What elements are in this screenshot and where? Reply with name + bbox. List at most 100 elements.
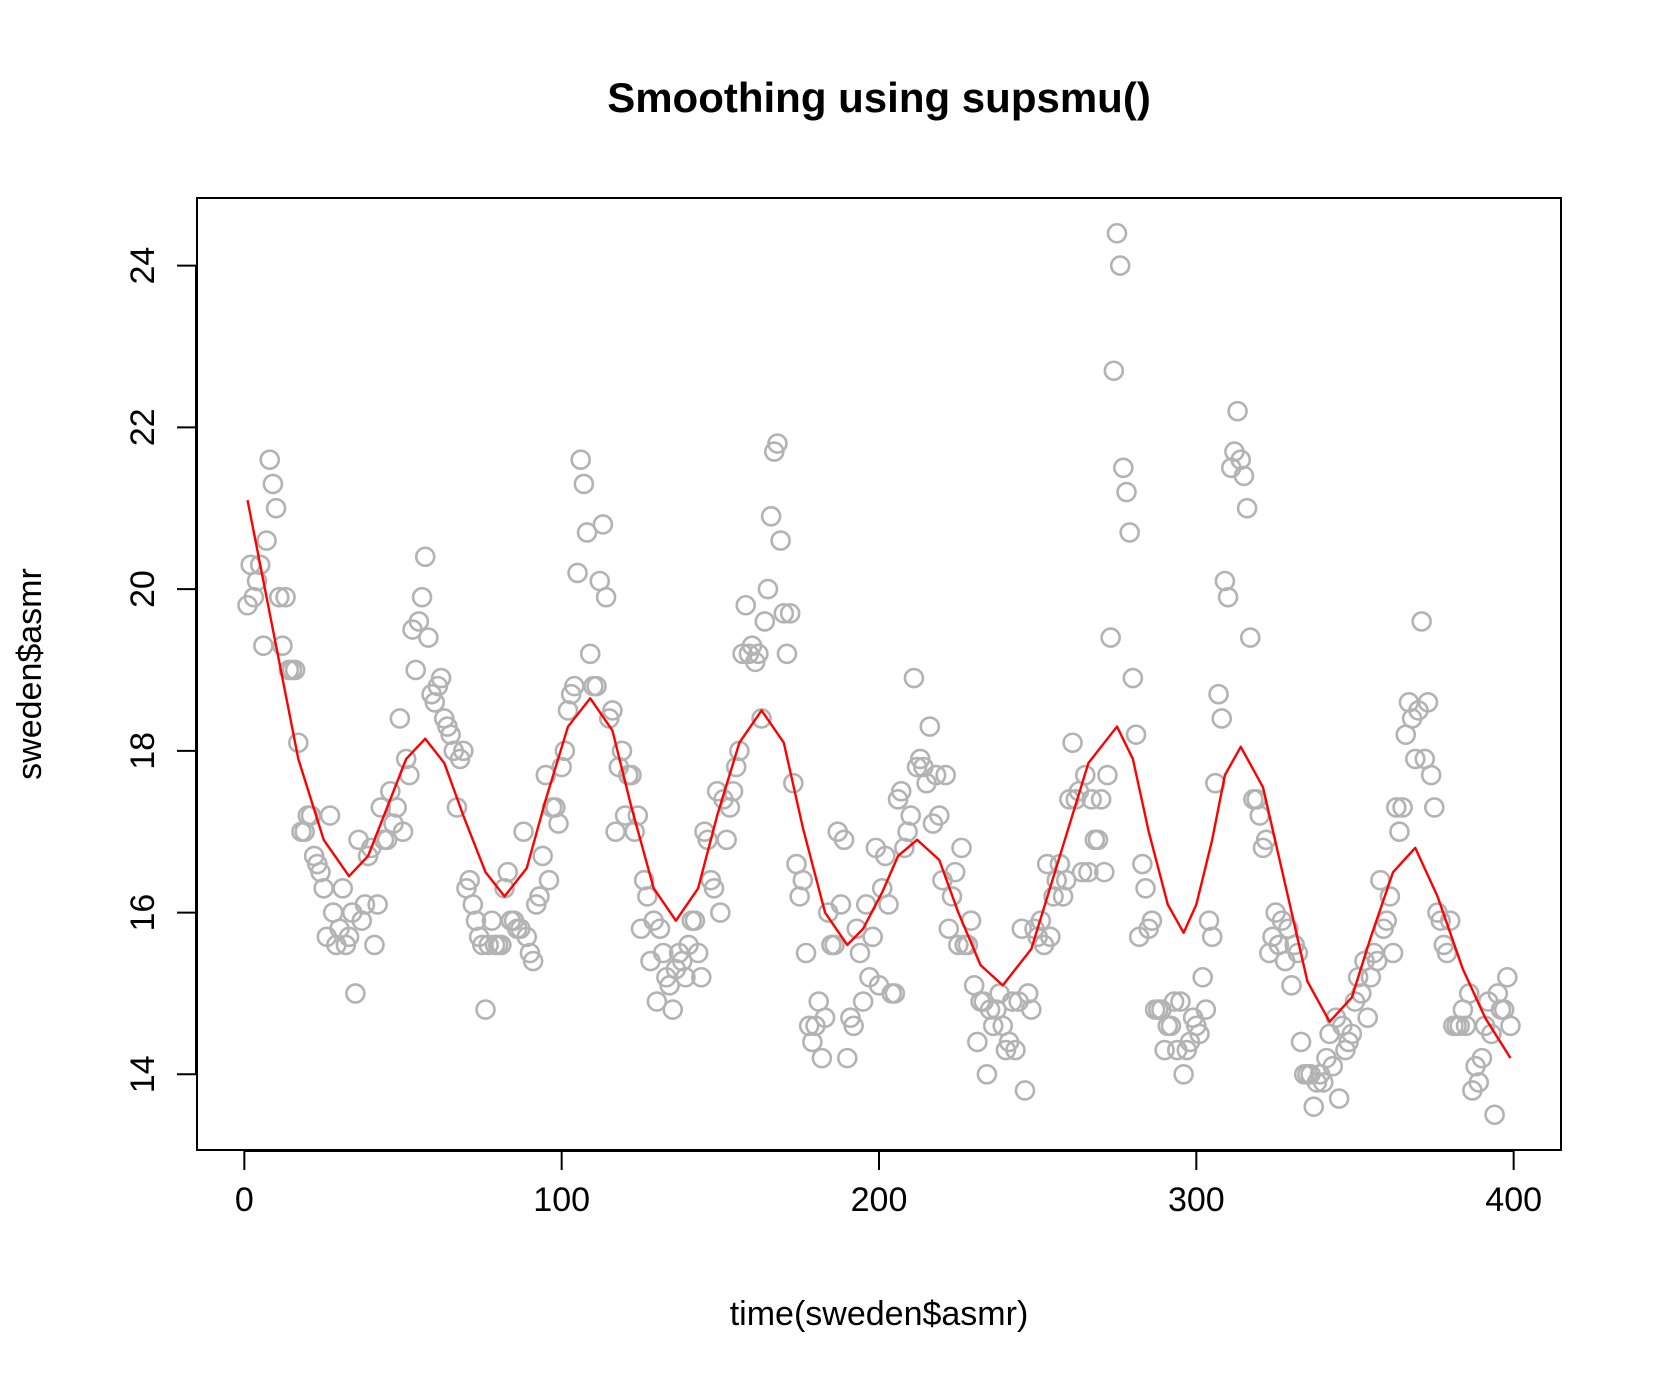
y-tick-label: 18 [124, 732, 162, 770]
data-point [849, 942, 871, 964]
data-point [414, 546, 436, 568]
data-point [570, 449, 592, 470]
data-point [418, 627, 439, 648]
data-point [478, 934, 499, 956]
data-point [1500, 1015, 1521, 1037]
data-point [776, 643, 798, 665]
y-tick-label: 22 [124, 408, 162, 446]
data-point [938, 918, 960, 940]
data-point [779, 603, 801, 624]
data-point [773, 603, 795, 624]
data-point [716, 829, 737, 851]
data-point [497, 861, 519, 883]
y-axis-label: sweden$asmr [11, 568, 49, 780]
data-point [941, 886, 963, 907]
data-point [576, 522, 598, 543]
x-tick-label: 100 [533, 1181, 590, 1219]
data-point [1389, 821, 1410, 842]
data-point [1087, 829, 1109, 851]
data-point [364, 934, 385, 956]
data-point [1081, 789, 1102, 810]
data-point [1497, 966, 1518, 988]
data-point [1163, 991, 1185, 1012]
data-point [370, 797, 392, 818]
x-tick-label: 300 [1168, 1181, 1225, 1219]
data-point [1154, 1039, 1175, 1061]
data-point [900, 805, 922, 826]
data-point [1040, 926, 1061, 948]
data-point [884, 983, 906, 1004]
data-point [935, 764, 956, 786]
data-point [627, 805, 649, 826]
data-point [1312, 1072, 1334, 1093]
data-point [287, 732, 309, 754]
data-point [1135, 878, 1156, 899]
data-point [573, 473, 595, 495]
data-point [1379, 886, 1401, 907]
data-point [554, 740, 576, 762]
data-point [1132, 853, 1153, 875]
data-point [754, 611, 776, 632]
data-point [249, 554, 271, 576]
data-point [1424, 797, 1445, 818]
data-point [652, 942, 674, 964]
data-point [532, 845, 553, 867]
data-point [1290, 1031, 1312, 1053]
data-point [770, 530, 791, 551]
data-point [684, 910, 706, 931]
data-point [925, 764, 947, 786]
data-point [1119, 522, 1140, 543]
data-point [265, 497, 287, 519]
data-point [475, 999, 496, 1020]
data-point [1341, 1023, 1363, 1045]
smooth-line [246, 499, 1512, 1059]
data-point [1062, 732, 1083, 754]
data-point [951, 837, 972, 859]
data-point [411, 586, 433, 608]
y-tick-label: 24 [124, 247, 162, 285]
data-point [824, 934, 845, 956]
data-point [646, 991, 668, 1012]
y-tick-label: 16 [124, 894, 162, 932]
data-point [1195, 999, 1217, 1020]
data-point [890, 780, 912, 802]
data-point [1236, 497, 1258, 519]
data-point [367, 894, 388, 915]
x-tick-label: 200 [851, 1181, 908, 1219]
data-point [1100, 627, 1121, 648]
data-point [919, 716, 941, 737]
chart-title: Smoothing using supsmu() [607, 74, 1151, 121]
data-point [687, 942, 709, 964]
x-tick-label: 400 [1485, 1181, 1542, 1219]
data-point [846, 918, 868, 940]
data-point [862, 926, 883, 948]
data-point [792, 869, 814, 891]
data-point [513, 821, 534, 842]
data-point [392, 821, 414, 842]
data-point [675, 966, 696, 988]
data-point [830, 894, 852, 915]
data-point [491, 934, 512, 956]
data-point [538, 869, 560, 891]
data-point [1030, 910, 1052, 931]
data-point [1468, 1072, 1490, 1093]
data-point [548, 813, 569, 834]
data-point [453, 740, 474, 762]
data-point [1192, 966, 1213, 988]
data-point [459, 869, 480, 891]
data-point [637, 886, 658, 907]
data-point [586, 675, 607, 697]
data-point [1160, 1015, 1182, 1037]
data-point [1217, 586, 1239, 608]
data-point [319, 805, 341, 826]
data-point [703, 878, 725, 899]
data-point [595, 586, 617, 608]
data-point [259, 449, 281, 470]
data-point [1097, 764, 1118, 786]
data-point [1385, 797, 1407, 818]
data-point [767, 433, 788, 454]
data-point [1021, 999, 1042, 1020]
data-point [1103, 360, 1125, 382]
data-point [967, 1031, 988, 1053]
